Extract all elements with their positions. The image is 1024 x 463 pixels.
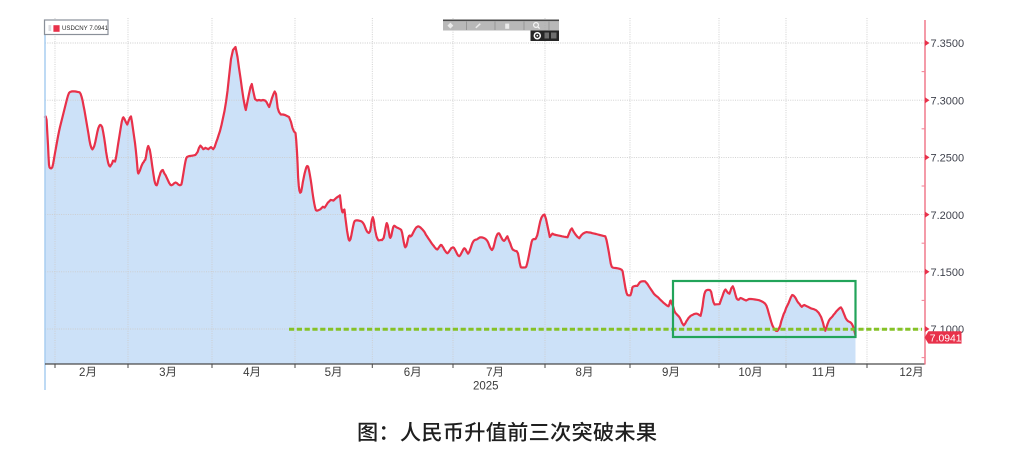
svg-text:11: 11: [812, 367, 824, 379]
svg-text:2025: 2025: [473, 381, 499, 393]
svg-text:9: 9: [662, 367, 668, 379]
svg-text:7.1500: 7.1500: [931, 267, 965, 279]
svg-text:8: 8: [576, 367, 582, 379]
svg-text:7: 7: [486, 367, 492, 379]
svg-text:6: 6: [404, 367, 410, 379]
svg-text:12: 12: [899, 367, 912, 379]
svg-text:5: 5: [325, 367, 331, 379]
svg-text:3: 3: [159, 367, 165, 379]
svg-text:7.2000: 7.2000: [931, 210, 965, 222]
svg-text:7.0941: 7.0941: [930, 333, 962, 344]
svg-text:7.2500: 7.2500: [931, 153, 965, 165]
svg-text:2: 2: [79, 367, 85, 379]
svg-text:10: 10: [738, 367, 751, 379]
svg-text:7.3500: 7.3500: [931, 38, 965, 50]
svg-text:USDCNY 7.0941: USDCNY 7.0941: [62, 25, 109, 32]
svg-text:4: 4: [243, 367, 250, 379]
svg-text:7.3000: 7.3000: [931, 95, 965, 107]
